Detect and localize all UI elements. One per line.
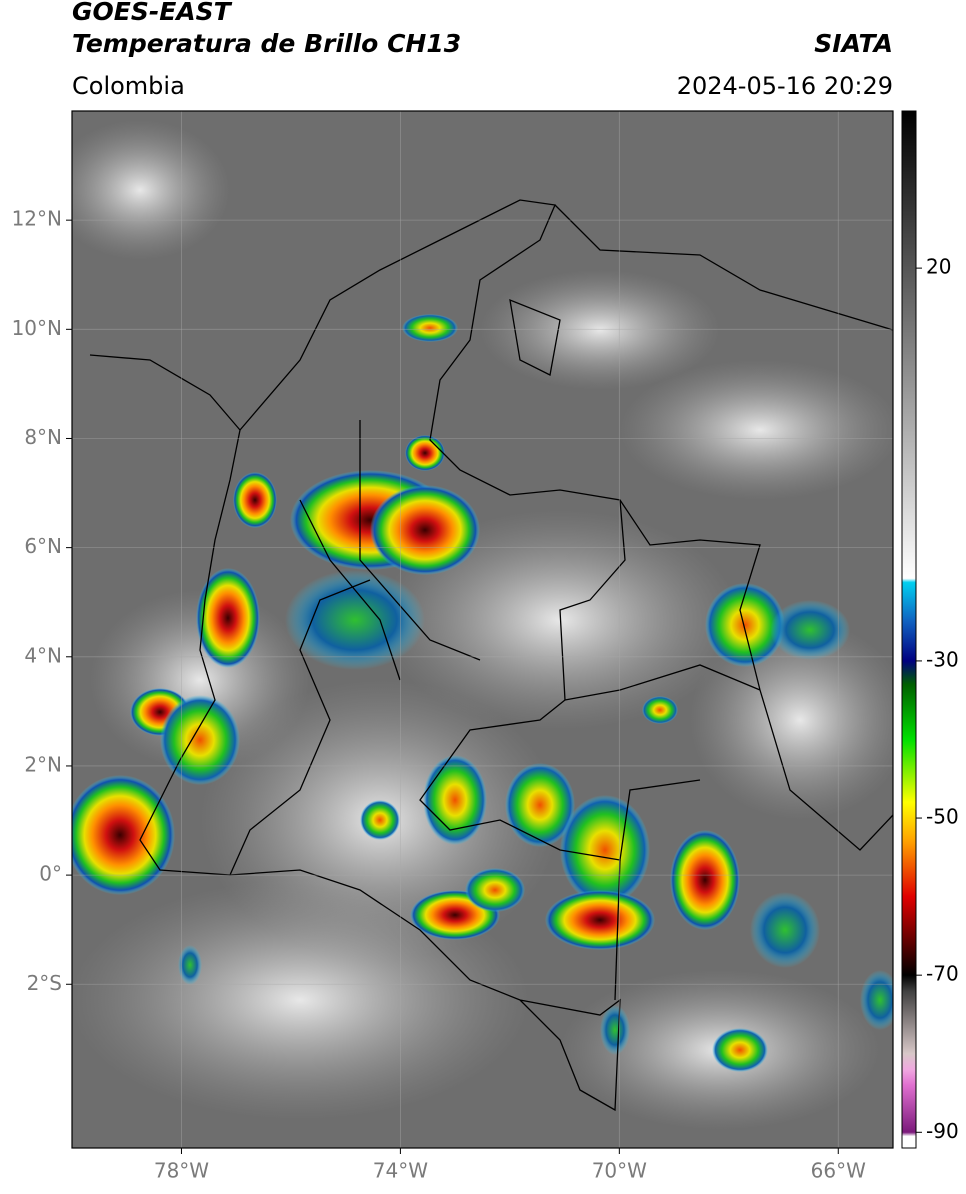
map-frame [71,110,894,1149]
region: Colombia [72,72,185,100]
colorbar-tick-label: -30 [926,647,959,671]
y-tick-label: 2°S [27,971,62,995]
x-tick-label: 66°W [811,1159,866,1183]
colorbar-tick-label: -90 [926,1119,959,1143]
y-tick-label: 10°N [12,316,62,340]
x-tick-label: 74°W [373,1159,428,1183]
satellite-image [72,111,893,1148]
y-tick-label: 12°N [12,207,62,231]
source: SIATA [814,29,893,58]
colorbar-tick-label: 20 [926,255,951,279]
y-tick-label: 8°N [24,425,62,449]
subtitle: Temperatura de Brillo CH13 [72,29,461,58]
colorbar-tick-label: -70 [926,962,959,986]
y-tick-label: 0° [39,862,62,886]
title: GOES-EAST [72,0,233,26]
y-tick-label: 4°N [24,643,62,667]
y-tick-label: 6°N [24,534,62,558]
datetime: 2024-05-16 20:29 [677,72,893,100]
y-tick-label: 2°N [24,752,62,776]
colorbar-tick-label: -50 [926,805,959,829]
x-tick-label: 78°W [154,1159,209,1183]
colorbar [901,110,917,1149]
x-tick-label: 70°W [592,1159,647,1183]
